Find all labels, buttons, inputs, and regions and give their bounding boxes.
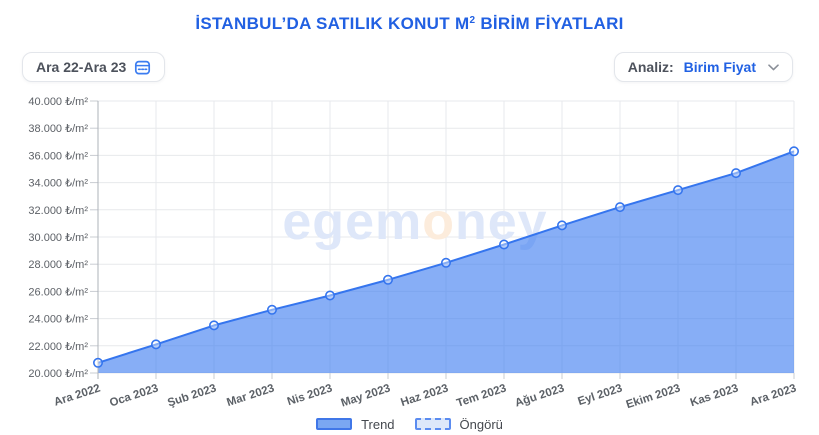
y-axis-label: 32.000 ₺/m² xyxy=(28,205,88,217)
data-point[interactable] xyxy=(556,220,567,231)
data-point[interactable] xyxy=(672,185,683,196)
x-axis-label: Ağu 2023 xyxy=(514,382,566,409)
chevron-down-icon xyxy=(768,63,779,71)
chart-legend: Trend Öngörü xyxy=(0,414,819,434)
legend-trend-label: Trend xyxy=(361,416,395,432)
analysis-selected-value: Birim Fiyat xyxy=(683,59,756,75)
legend-trend-swatch xyxy=(316,418,353,430)
title-superscript: 2 xyxy=(469,15,476,26)
y-axis-label: 22.000 ₺/m² xyxy=(28,341,88,353)
x-axis-label: Mar 2023 xyxy=(225,382,276,409)
x-axis-label: Ara 2023 xyxy=(749,382,798,408)
data-point[interactable] xyxy=(93,357,104,368)
y-axis-label: 34.000 ₺/m² xyxy=(28,178,88,190)
data-point[interactable] xyxy=(151,339,162,350)
x-axis-label: Ekim 2023 xyxy=(625,382,682,411)
y-axis-label: 38.000 ₺/m² xyxy=(28,123,88,135)
y-axis-label: 26.000 ₺/m² xyxy=(28,286,88,298)
y-axis-label: 20.000 ₺/m² xyxy=(28,368,88,380)
data-point[interactable] xyxy=(382,274,393,285)
analysis-dropdown[interactable]: Analiz: Birim Fiyat xyxy=(613,52,793,82)
x-axis-label: Ara 2022 xyxy=(53,382,102,408)
x-axis-label: Kas 2023 xyxy=(689,382,740,409)
x-axis-label: Haz 2023 xyxy=(399,382,450,409)
data-point[interactable] xyxy=(324,290,335,301)
y-axis-label: 36.000 ₺/m² xyxy=(28,150,88,162)
x-axis-label: Şub 2023 xyxy=(166,382,218,409)
calendar-icon xyxy=(134,59,151,76)
legend-forecast-swatch xyxy=(414,418,451,430)
data-point[interactable] xyxy=(788,146,799,157)
data-point[interactable] xyxy=(440,257,451,268)
date-range-button[interactable]: Ara 22-Ara 23 xyxy=(22,52,166,82)
legend-item-trend[interactable]: Trend xyxy=(316,416,395,432)
y-axis-label: 28.000 ₺/m² xyxy=(28,259,88,271)
trend-line xyxy=(97,150,795,364)
date-range-label: Ara 22-Ara 23 xyxy=(36,59,127,75)
data-point[interactable] xyxy=(614,202,625,213)
y-axis-label: 30.000 ₺/m² xyxy=(28,232,88,244)
x-axis-label: Nis 2023 xyxy=(286,382,334,408)
x-axis-label: Eyl 2023 xyxy=(576,382,624,408)
price-chart[interactable]: 20.000 ₺/m² 22.000 ₺/m² 24.000 ₺/m² 26.000 … xyxy=(0,88,819,414)
x-axis-label: Oca 2023 xyxy=(108,382,160,409)
data-point[interactable] xyxy=(498,239,509,250)
trend-area xyxy=(98,151,794,373)
page-title: İSTANBUL’DA SATILIK KONUT M2 BİRİM FİYAT… xyxy=(195,14,624,33)
y-axis-label: 24.000 ₺/m² xyxy=(28,314,88,326)
legend-forecast-label: Öngörü xyxy=(459,416,503,432)
x-axis-label: Tem 2023 xyxy=(455,382,508,409)
data-point[interactable] xyxy=(209,320,220,331)
y-axis-label: 40.000 ₺/m² xyxy=(28,96,88,108)
data-point[interactable] xyxy=(730,168,741,179)
legend-item-forecast[interactable]: Öngörü xyxy=(414,416,503,432)
analysis-label: Analiz: xyxy=(627,59,674,75)
x-axis-label: May 2023 xyxy=(340,382,392,409)
data-point[interactable] xyxy=(266,304,277,315)
